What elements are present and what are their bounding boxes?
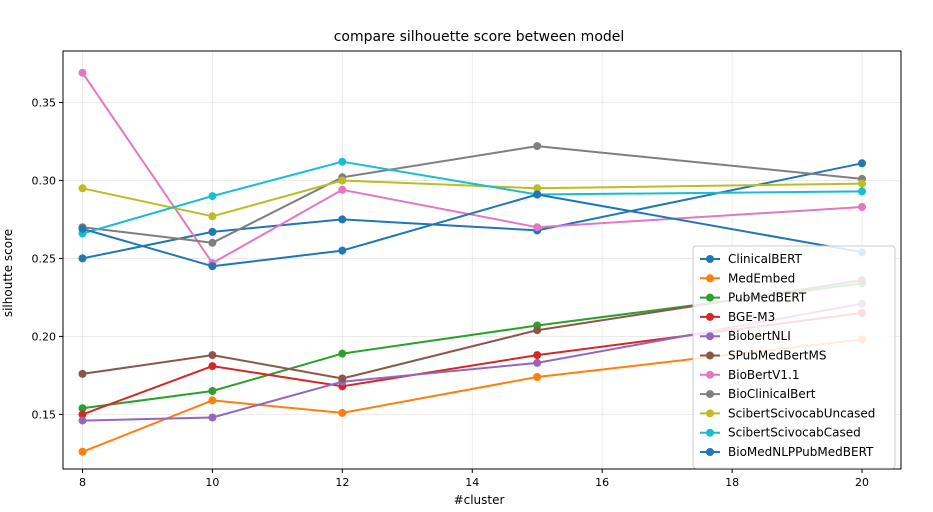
chart-title: compare silhouette score between model (334, 29, 625, 45)
data-point (338, 246, 347, 255)
plot-frame (62, 50, 902, 470)
legend-item: MedEmbed (700, 271, 795, 285)
data-point (208, 192, 217, 201)
data-point (338, 157, 347, 166)
legend-marker (706, 255, 714, 263)
series-biobertv1-1 (78, 68, 866, 268)
y-tick-label: 0.30 (32, 174, 57, 187)
data-point (533, 351, 542, 360)
legend-item: PubMedBERT (700, 291, 807, 305)
data-point (78, 410, 87, 419)
legend-label: BioBertV1.1 (728, 368, 799, 382)
legend-marker (706, 409, 714, 418)
legend-item: BiobertNLI (700, 329, 791, 343)
data-point (78, 447, 87, 456)
legend-marker (706, 428, 714, 437)
data-point (533, 223, 542, 232)
legend-item: ScibertScivocabCased (700, 426, 861, 440)
legend-item: BioBertV1.1 (700, 368, 799, 382)
y-tick-label: 0.25 (32, 252, 57, 265)
series-scibertscivocabuncased (78, 176, 866, 221)
legend-item: BioClinicalBert (700, 387, 816, 401)
axes: 8 10 12 14 16 18 20 0.15 0.20 0.25 0.30 0.35 (32, 96, 870, 489)
data-point (338, 374, 347, 383)
x-tick-label: 12 (335, 476, 349, 489)
legend-label: PubMedBERT (728, 291, 807, 305)
legend-marker (706, 332, 714, 341)
data-point (533, 358, 542, 367)
data-point (533, 326, 542, 335)
x-tick-label: 10 (205, 476, 219, 489)
data-point (338, 408, 347, 417)
legend-label: SPubMedBertMS (728, 349, 826, 363)
x-axis-label: #cluster (454, 493, 505, 507)
legend-label: BiobertNLI (728, 329, 791, 343)
x-tick-label: 16 (595, 476, 609, 489)
data-point (208, 262, 217, 271)
data-point (208, 351, 217, 360)
data-point (78, 224, 87, 233)
legend-marker (706, 390, 714, 399)
data-point (338, 185, 347, 194)
legend-marker (706, 448, 714, 456)
data-point (78, 369, 87, 378)
x-tick-label: 18 (725, 476, 739, 489)
data-point (533, 184, 542, 193)
data-point (858, 159, 866, 168)
series-group (78, 68, 866, 456)
data-point (208, 396, 217, 405)
legend-marker (706, 370, 714, 379)
legend-item: ScibertScivocabUncased (700, 406, 875, 420)
data-point (338, 349, 347, 358)
legend-item: SPubMedBertMS (700, 349, 826, 363)
legend-item: ClinicalBERT (700, 252, 803, 266)
data-point (208, 362, 217, 371)
x-tick-label: 14 (465, 476, 479, 489)
data-point (208, 387, 217, 395)
legend-marker (706, 274, 714, 283)
legend-marker (706, 293, 714, 302)
y-tick-label: 0.15 (32, 408, 57, 421)
legend-box (692, 245, 896, 469)
series-biomednlppubmedbert (78, 190, 866, 271)
legend-label: BGE-M3 (728, 310, 775, 324)
legend-label: BioClinicalBert (728, 387, 816, 401)
data-point (78, 184, 87, 193)
x-tick-label: 20 (855, 476, 869, 489)
y-tick-label: 0.20 (32, 330, 57, 343)
data-point (533, 142, 542, 151)
legend-label: ScibertScivocabCased (728, 426, 861, 440)
data-point (338, 215, 347, 224)
series-spubmedbertms (78, 276, 866, 383)
legend-label: ScibertScivocabUncased (728, 406, 875, 420)
data-point (208, 238, 217, 247)
data-point (208, 227, 217, 236)
legend-marker (706, 351, 714, 360)
data-point (858, 187, 866, 196)
data-point (208, 413, 217, 422)
legend: ClinicalBERT MedEmbed PubMedBERT BGE-M3 Biob… (692, 245, 896, 469)
legend-label: MedEmbed (728, 271, 795, 285)
legend-label: ClinicalBERT (728, 252, 803, 266)
data-point (208, 212, 217, 221)
data-point (858, 203, 866, 211)
y-axis-label: silhoutte score (1, 229, 15, 317)
data-point (78, 416, 87, 425)
data-point (533, 190, 542, 199)
x-tick-label: 8 (79, 476, 86, 489)
legend-item: BioMedNLPPubMedBERT (700, 445, 874, 459)
data-point (78, 68, 87, 77)
y-tick-label: 0.35 (32, 96, 57, 109)
legend-label: BioMedNLPPubMedBERT (728, 445, 874, 459)
data-point (78, 404, 87, 413)
data-point (78, 254, 87, 263)
data-point (338, 176, 347, 185)
legend-item: BGE-M3 (700, 310, 775, 324)
data-point (533, 373, 542, 381)
legend-marker (706, 312, 714, 321)
data-point (858, 179, 866, 188)
